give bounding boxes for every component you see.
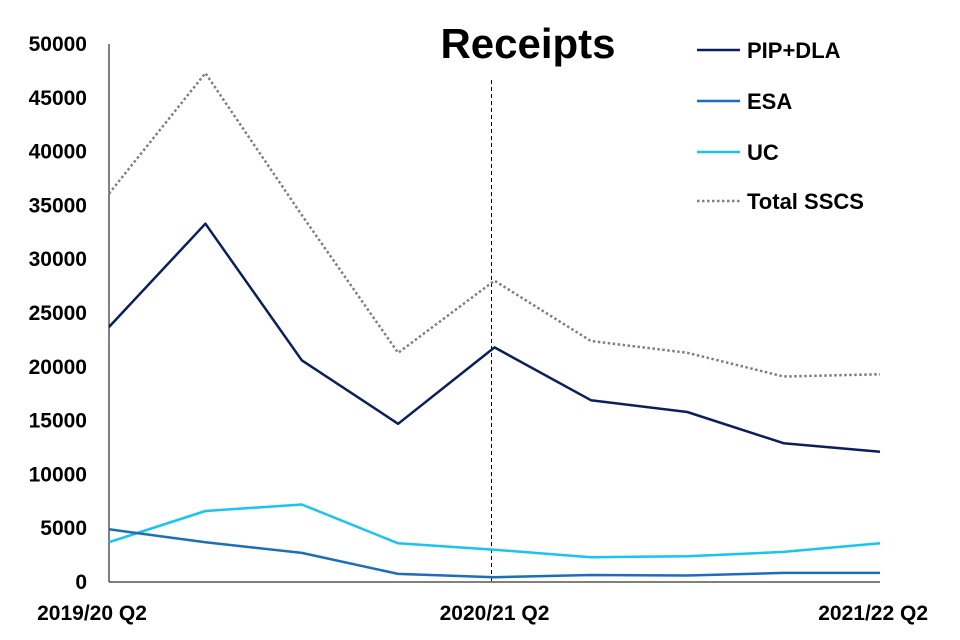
chart-title: Receipts	[440, 20, 615, 67]
series-line-total-sscs	[108, 71, 881, 378]
x-axis-ticks: 2019/20 Q2 2020/21 Q2 2021/22 Q2	[37, 602, 928, 625]
y-tick-label: 20000	[29, 356, 87, 379]
series-line-pip-dla	[108, 222, 881, 454]
series-layer	[108, 71, 881, 579]
legend-label: PIP+DLA	[747, 38, 841, 63]
y-tick-label: 15000	[29, 410, 87, 433]
y-tick-label: 35000	[29, 194, 87, 217]
legend-label: ESA	[747, 89, 792, 114]
series-line-uc	[108, 503, 881, 559]
y-tick-label: 45000	[29, 87, 87, 110]
y-tick-label: 0	[75, 571, 87, 594]
x-tick-label: 2019/20 Q2	[37, 602, 147, 625]
x-tick-label: 2020/21 Q2	[440, 602, 550, 625]
y-tick-label: 25000	[29, 302, 87, 325]
series-line-esa	[108, 528, 880, 579]
legend-label: Total SSCS	[747, 189, 864, 214]
y-tick-label: 10000	[29, 463, 87, 486]
y-tick-label: 30000	[29, 248, 87, 271]
y-tick-label: 40000	[29, 141, 87, 164]
y-tick-label: 5000	[40, 517, 87, 540]
y-tick-label: 50000	[29, 33, 87, 56]
legend-label: UC	[747, 140, 779, 165]
legend: PIP+DLA ESA UC Total SSCS	[697, 38, 864, 214]
x-tick-label: 2021/22 Q2	[818, 602, 928, 625]
y-axis-ticks: 0 5000 10000 15000 20000 25000 30000 35000 40000…	[29, 33, 87, 594]
